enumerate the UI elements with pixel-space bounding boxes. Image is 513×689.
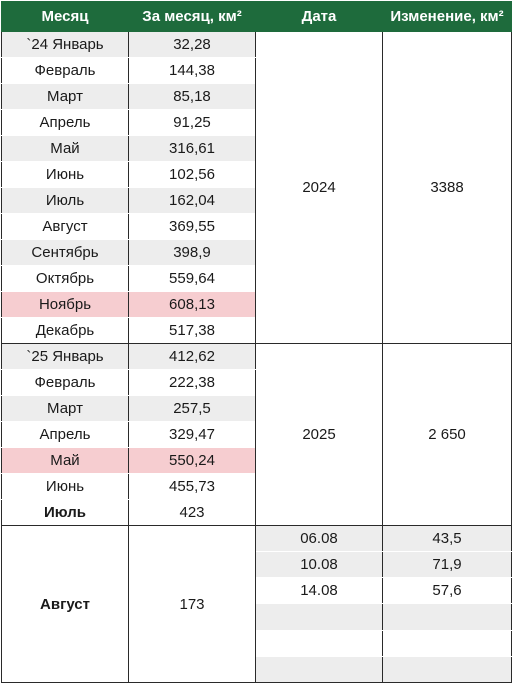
month-cell: Май: [1, 135, 129, 162]
august-row-empty: [2, 656, 512, 684]
date-cell: 10.08: [255, 551, 383, 579]
month-cell: Февраль: [1, 369, 129, 396]
value-cell: 316,61: [128, 135, 256, 162]
value-cell: 559,64: [128, 265, 256, 292]
month-cell: Февраль: [1, 57, 129, 84]
date-cell: [255, 630, 383, 657]
august-row: Август 173 06.08 43,5: [1, 525, 512, 683]
month-cell: Ноябрь: [1, 291, 129, 318]
value-cell: 398,9: [128, 239, 256, 266]
august-row-empty: [2, 603, 512, 631]
value-cell: 102,56: [128, 161, 256, 188]
change-2024-cell: 3388: [382, 31, 512, 344]
table-row: `25 Январь 412,62 2025 2 650: [1, 343, 512, 526]
month-cell: Декабрь: [1, 317, 129, 344]
value-cell: 85,18: [128, 83, 256, 110]
table-row: `24 Январь 32,28 2024 3388: [1, 31, 512, 344]
table-row: Август 369,55: [1, 213, 512, 240]
table-row: Март 257,5: [1, 395, 512, 422]
change-cell: 71,9: [382, 551, 512, 579]
august-row: 14.08 57,6: [2, 577, 512, 605]
change-2025-cell: 2 650: [382, 343, 512, 526]
value-cell: 517,38: [128, 317, 256, 344]
change-cell: [382, 630, 512, 657]
table-row-highlighted: Май 550,24: [1, 447, 512, 474]
table-row: Октябрь 559,64: [1, 265, 512, 292]
value-cell: 412,62: [128, 343, 256, 370]
header-date: Дата: [255, 1, 383, 32]
month-cell: Май: [1, 447, 129, 474]
august-month-cell: Август: [1, 525, 129, 683]
table-row: Декабрь 517,38: [1, 317, 512, 344]
table-row: Июнь 455,73: [1, 473, 512, 500]
value-cell: 257,5: [128, 395, 256, 422]
month-cell: `24 Январь: [1, 31, 129, 58]
header-monthly-value: За месяц, км²: [128, 1, 256, 32]
table-row-highlighted: Ноябрь 608,13: [1, 291, 512, 318]
value-cell: 550,24: [128, 447, 256, 474]
value-cell: 423: [128, 499, 256, 526]
value-cell: 369,55: [128, 213, 256, 240]
value-cell: 162,04: [128, 187, 256, 214]
august-row: 10.08 71,9: [2, 551, 512, 579]
table-row: Июль 162,04: [1, 187, 512, 214]
value-cell: 608,13: [128, 291, 256, 318]
table-row: Апрель 329,47: [1, 421, 512, 448]
table-row: Май 316,61: [1, 135, 512, 162]
month-cell: Июнь: [1, 161, 129, 188]
date-cell: 06.08: [255, 525, 383, 553]
month-cell: Июнь: [1, 473, 129, 500]
change-cell: [382, 656, 512, 684]
month-cell: Август: [1, 213, 129, 240]
august-value-cell: 173: [128, 525, 256, 683]
august-row-empty: [2, 630, 512, 657]
value-cell: 91,25: [128, 109, 256, 136]
value-cell: 455,73: [128, 473, 256, 500]
value-cell: 144,38: [128, 57, 256, 84]
change-cell: [382, 603, 512, 631]
header-row: Месяц За месяц, км² Дата Изменение, км²: [1, 1, 512, 32]
year-2025-cell: 2025: [255, 343, 383, 526]
change-cell: 57,6: [382, 577, 512, 605]
header-change: Изменение, км²: [382, 1, 512, 32]
month-cell: Апрель: [1, 421, 129, 448]
table-row: Сентябрь 398,9: [1, 239, 512, 266]
table-row: Июнь 102,56: [1, 161, 512, 188]
value-cell: 329,47: [128, 421, 256, 448]
month-cell: Июль: [1, 499, 129, 526]
date-cell: [255, 603, 383, 631]
month-cell: Сентябрь: [1, 239, 129, 266]
month-cell: Июль: [1, 187, 129, 214]
table-row: Февраль 144,38: [1, 57, 512, 84]
date-cell: 14.08: [255, 577, 383, 605]
header-month: Месяц: [1, 1, 129, 32]
year-2024-cell: 2024: [255, 31, 383, 344]
month-cell: Март: [1, 83, 129, 110]
month-cell: `25 Январь: [1, 343, 129, 370]
table-row: Апрель 91,25: [1, 109, 512, 136]
table-row: Июль 423: [1, 499, 512, 526]
date-cell: [255, 656, 383, 684]
month-cell: Март: [1, 395, 129, 422]
month-cell: Октябрь: [1, 265, 129, 292]
change-cell: 43,5: [382, 525, 512, 553]
value-cell: 222,38: [128, 369, 256, 396]
table-row: Март 85,18: [1, 83, 512, 110]
value-cell: 32,28: [128, 31, 256, 58]
month-cell: Апрель: [1, 109, 129, 136]
table-row: Февраль 222,38: [1, 369, 512, 396]
